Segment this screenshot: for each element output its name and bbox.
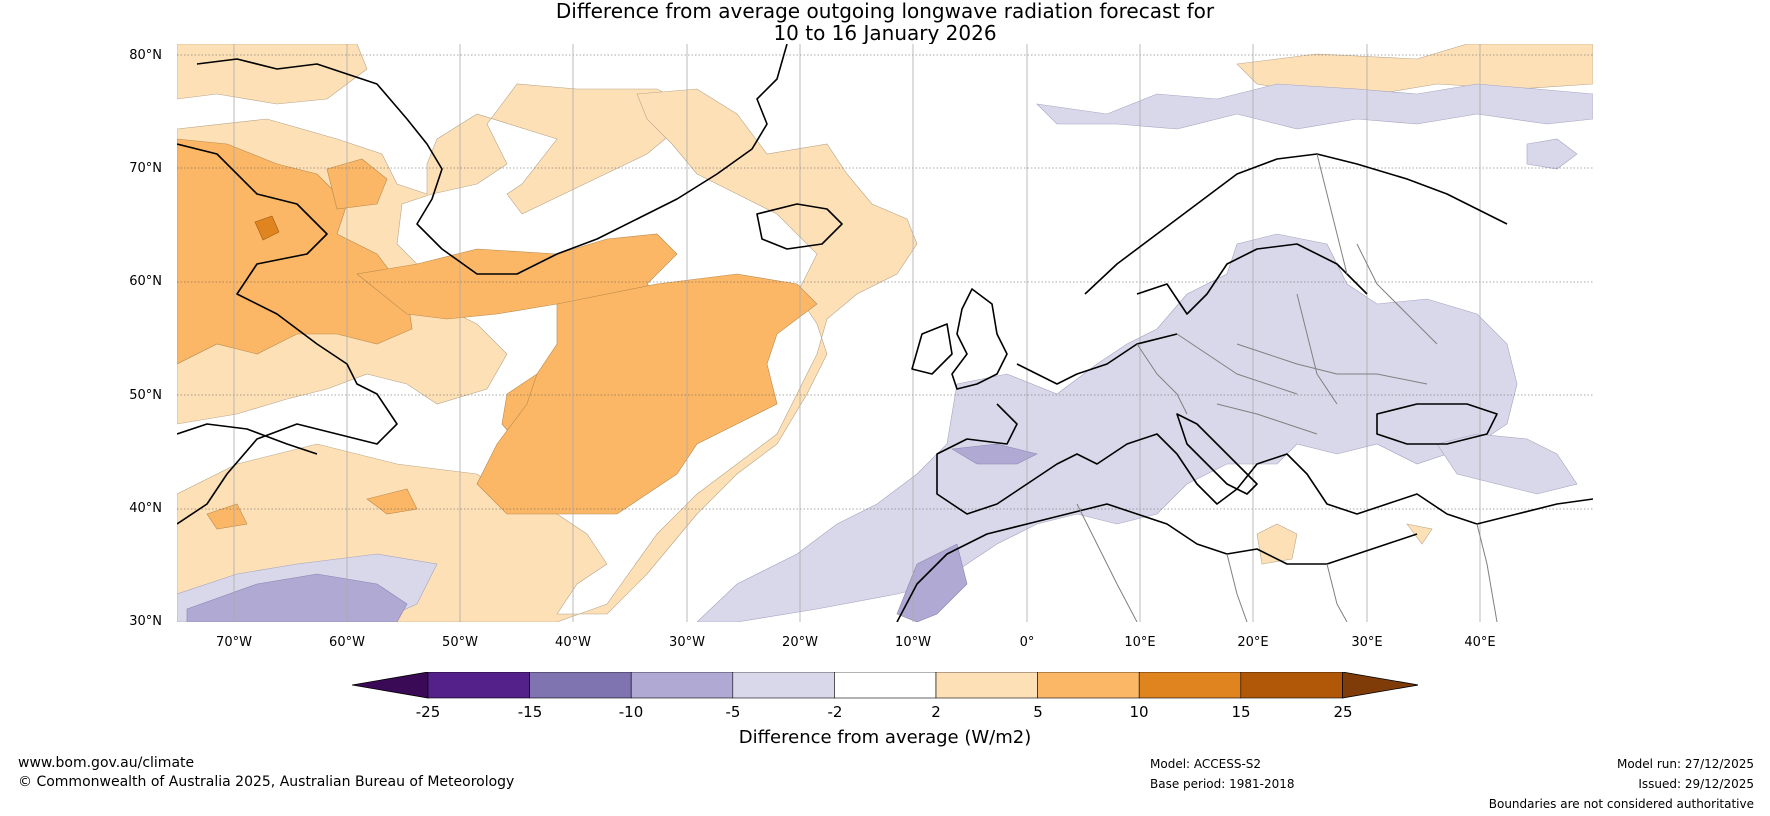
lon-label-40w: 40°W: [555, 635, 591, 650]
colorbar-tick-5: 5: [1033, 703, 1043, 721]
colorbar-tick-2: 2: [931, 703, 941, 721]
country-borders: [1076, 153, 1498, 622]
positive-anomaly-light: [177, 44, 1593, 622]
lat-label-50n: 50°N: [129, 388, 162, 403]
positive-anomaly-dark: [254, 215, 280, 241]
lat-label-30n: 30°N: [129, 614, 162, 629]
footer-issued: Issued: 29/12/2025: [1638, 777, 1754, 791]
colorbar-arrow-high: [1342, 672, 1418, 699]
lon-label-10w: 10°W: [895, 635, 931, 650]
colorbar-swatch: [834, 672, 937, 699]
colorbar-swatch: [1240, 672, 1343, 699]
map-title-line-2: 10 to 16 January 2026: [773, 21, 997, 45]
map-canvas: [177, 44, 1593, 622]
colorbar-swatch: [1138, 672, 1242, 699]
positive-anomaly-mid: [177, 138, 818, 530]
footer-copyright: © Commonwealth of Australia 2025, Austra…: [18, 774, 515, 790]
colorbar-tick-minus-25: -25: [415, 703, 441, 721]
meridians: [233, 44, 1481, 622]
colorbar-tick-minus-10: -10: [618, 703, 644, 721]
lon-label-70w: 70°W: [216, 635, 252, 650]
colorbar-tick-minus-5: -5: [725, 703, 741, 721]
coastlines: [177, 44, 1593, 622]
lat-label-80n: 80°N: [129, 48, 162, 63]
lat-label-70n: 70°N: [129, 161, 162, 176]
lon-label-0: 0°: [1019, 635, 1035, 650]
footer-model: Model: ACCESS-S2: [1150, 757, 1262, 771]
colorbar-swatch: [935, 672, 1038, 699]
lon-label-20w: 20°W: [782, 635, 818, 650]
footer-model-run: Model run: 27/12/2025: [1616, 757, 1754, 771]
lon-label-60w: 60°W: [329, 635, 365, 650]
colorbar-tick-15: 15: [1231, 703, 1251, 721]
colorbar-title: Difference from average (W/m2): [738, 727, 1032, 748]
negative-anomaly-mid: [186, 443, 1038, 622]
lon-label-40e: 40°E: [1464, 635, 1496, 650]
colorbar-swatch: [732, 672, 835, 699]
lon-label-50w: 50°W: [442, 635, 478, 650]
lon-label-30e: 30°E: [1351, 635, 1383, 650]
footer-base-period: Base period: 1981-2018: [1150, 777, 1295, 791]
lon-label-30w: 30°W: [669, 635, 705, 650]
colorbar-swatch: [529, 672, 632, 699]
lat-label-60n: 60°N: [129, 274, 162, 289]
lat-label-40n: 40°N: [129, 501, 162, 516]
colorbar-tick-25: 25: [1333, 703, 1353, 721]
colorbar-arrow-low: [352, 672, 429, 699]
graticule: [177, 54, 1593, 510]
colorbar-tick-minus-15: -15: [517, 703, 543, 721]
map-title-line-1: Difference from average outgoing longwav…: [555, 0, 1215, 23]
colorbar-tick-10: 10: [1129, 703, 1149, 721]
colorbar-swatch: [427, 672, 530, 699]
footer-website-link[interactable]: www.bom.gov.au/climate: [18, 755, 195, 771]
lon-label-10e: 10°E: [1124, 635, 1156, 650]
colorbar-swatch: [630, 672, 734, 699]
lon-label-20e: 20°E: [1237, 635, 1269, 650]
colorbar-tick-minus-2: -2: [827, 703, 843, 721]
colorbar: [352, 672, 1418, 699]
anomaly-map: [177, 44, 1593, 622]
colorbar-swatch: [1037, 672, 1140, 699]
footer-boundaries-note: Boundaries are not considered authoritat…: [1488, 797, 1754, 811]
